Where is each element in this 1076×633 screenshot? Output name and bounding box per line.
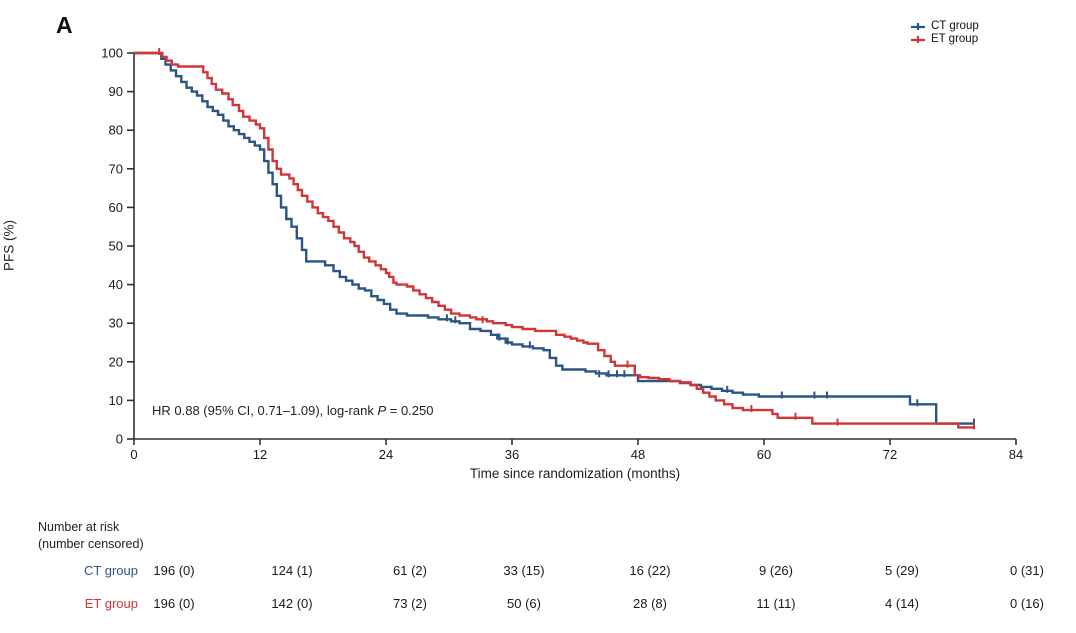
risk-value: 196 (0) <box>153 563 195 578</box>
x-tick-label: 72 <box>883 447 897 462</box>
risk-value: 4 (14) <box>885 596 919 611</box>
risk-row-label-ct: CT group <box>84 563 138 578</box>
y-tick-label: 40 <box>109 277 123 292</box>
risk-value: 5 (29) <box>885 563 919 578</box>
x-tick-label: 24 <box>379 447 393 462</box>
risk-value: 0 (31) <box>1010 563 1044 578</box>
risk-value: 50 (6) <box>507 596 541 611</box>
risk-table-header: Number at risk (number censored) <box>38 519 144 553</box>
risk-row-et: ET group 196 (0) 142 (0) 73 (2) 50 (6) 2… <box>0 596 1076 612</box>
legend-item-ct: CT group <box>910 20 979 32</box>
hr-annotation-prefix: HR 0.88 (95% CI, 0.71–1.09), log-rank <box>152 403 378 418</box>
censored-line-icon <box>911 23 925 30</box>
risk-value: 142 (0) <box>271 596 313 611</box>
x-tick-label: 48 <box>631 447 645 462</box>
y-tick-label: 70 <box>109 161 123 176</box>
y-tick-label: 20 <box>109 354 123 369</box>
censored-line-icon <box>911 36 925 43</box>
km-curve-ct <box>134 51 974 425</box>
hr-annotation: HR 0.88 (95% CI, 0.71–1.09), log-rank P … <box>152 403 433 418</box>
x-tick-label: 0 <box>130 447 137 462</box>
x-tick-label: 12 <box>253 447 267 462</box>
y-tick-label: 60 <box>109 200 123 215</box>
legend: CT group ET group <box>910 20 979 45</box>
y-tick-label: 0 <box>116 432 123 447</box>
y-tick-label: 90 <box>109 84 123 99</box>
risk-header-line2: (number censored) <box>38 537 144 551</box>
y-tick-label: 80 <box>109 123 123 138</box>
legend-item-et: ET group <box>910 33 979 45</box>
x-tick-label: 60 <box>757 447 771 462</box>
x-tick-label: 36 <box>505 447 519 462</box>
risk-value: 11 (11) <box>756 596 796 611</box>
risk-value: 124 (1) <box>271 563 313 578</box>
legend-label-ct: CT group <box>931 20 979 32</box>
panel-label: A <box>56 12 73 38</box>
risk-value: 73 (2) <box>393 596 427 611</box>
x-tick-label: 84 <box>1009 447 1023 462</box>
risk-row-ct: CT group 196 (0) 124 (1) 61 (2) 33 (15) … <box>0 563 1076 579</box>
y-tick-label: 100 <box>101 46 123 61</box>
legend-label-et: ET group <box>931 33 979 45</box>
hr-annotation-p: P <box>377 403 387 418</box>
y-tick-label: 50 <box>109 239 123 254</box>
risk-row-label-et: ET group <box>84 596 138 611</box>
risk-value: 16 (22) <box>629 563 671 578</box>
hr-annotation-suffix: = 0.250 <box>386 403 434 418</box>
risk-value: 61 (2) <box>393 563 427 578</box>
risk-value: 196 (0) <box>153 596 195 611</box>
risk-header-line1: Number at risk <box>38 520 120 534</box>
risk-value: 9 (26) <box>759 563 793 578</box>
x-axis-title: Time since randomization (months) <box>469 466 681 481</box>
y-tick-label: 10 <box>109 393 123 408</box>
y-tick-label: 30 <box>109 316 123 331</box>
km-curve-et <box>134 51 974 429</box>
risk-value: 28 (8) <box>633 596 667 611</box>
risk-value: 0 (16) <box>1010 596 1044 611</box>
y-axis-title: PFS (%) <box>1 220 17 272</box>
risk-value: 33 (15) <box>503 563 545 578</box>
